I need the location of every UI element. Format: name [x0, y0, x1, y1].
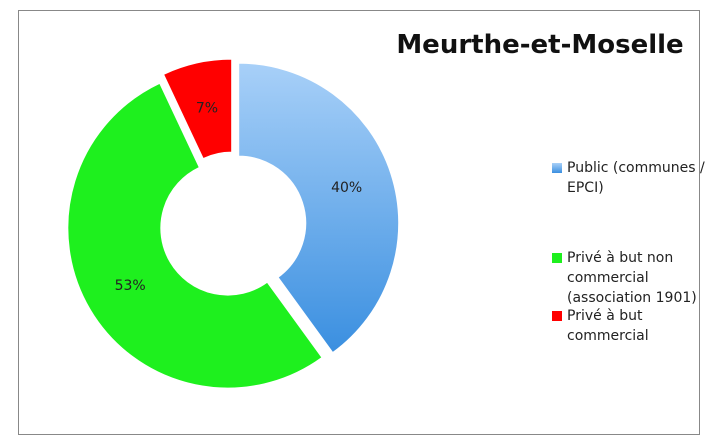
legend-swatch — [552, 311, 562, 321]
legend-item: Privé à but non commercial (association … — [552, 248, 717, 308]
slice — [162, 58, 233, 160]
legend-swatch — [552, 163, 562, 173]
data-label: 7% — [196, 100, 218, 116]
data-label: 53% — [115, 278, 146, 294]
slice — [238, 62, 400, 354]
chart-title: Meurthe-et-Moselle — [396, 30, 684, 60]
slice — [67, 82, 323, 389]
legend-label: Public (communes / EPCI) — [567, 160, 705, 196]
legend-label: Privé à but non commercial (association … — [567, 250, 697, 306]
legend-label: Privé à but commercial — [567, 308, 649, 344]
data-label: 40% — [331, 180, 362, 196]
legend-swatch — [552, 253, 562, 263]
legend-item: Public (communes / EPCI) — [552, 158, 717, 198]
legend-item: Privé à but commercial — [552, 306, 717, 346]
